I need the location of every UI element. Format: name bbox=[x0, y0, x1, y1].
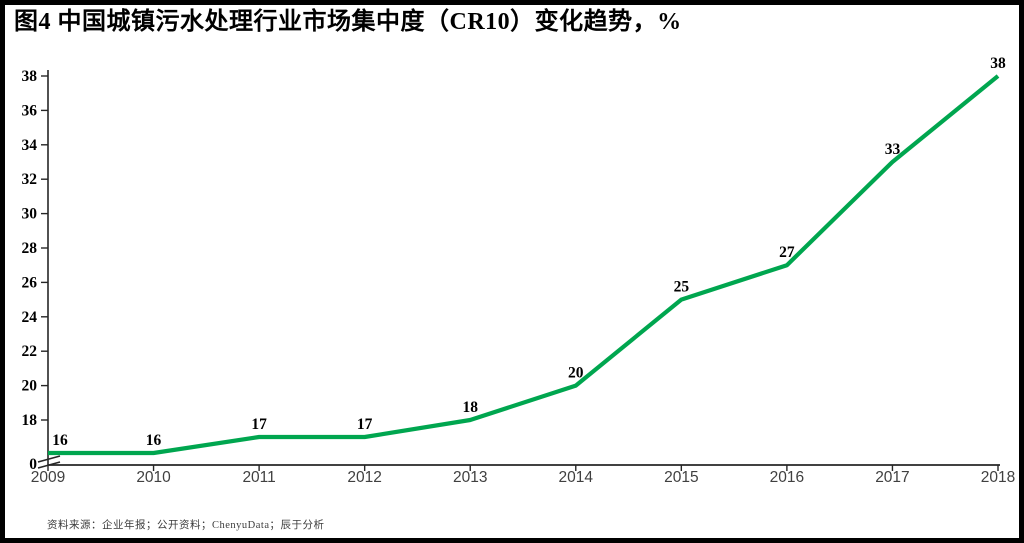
axis-break-slash bbox=[37, 455, 61, 463]
x-tick-label: 2010 bbox=[136, 469, 171, 486]
x-tick-label: 2012 bbox=[347, 469, 381, 486]
x-tick-label: 2013 bbox=[453, 469, 487, 486]
data-point-label: 18 bbox=[462, 399, 478, 416]
data-point-label: 16 bbox=[52, 432, 68, 449]
axis-break-slash bbox=[37, 461, 61, 469]
data-point-label: 33 bbox=[885, 141, 901, 158]
source-note: 资料来源：企业年报；公开资料；ChenyuData；辰于分析 bbox=[47, 520, 325, 531]
y-tick-label: 34 bbox=[22, 137, 38, 154]
data-point-label: 17 bbox=[357, 416, 373, 433]
data-point-label: 27 bbox=[779, 244, 795, 261]
data-point-label: 25 bbox=[674, 279, 690, 296]
data-point-label: 38 bbox=[990, 55, 1006, 72]
y-tick-label: 20 bbox=[22, 378, 38, 395]
y-axis-ticks: 0 18 20 22 24 26 28 30 32 34 36 38 bbox=[22, 68, 48, 473]
y-tick-label: 38 bbox=[22, 68, 38, 85]
y-tick-label: 36 bbox=[22, 102, 38, 119]
y-tick-label: 26 bbox=[22, 274, 38, 291]
x-tick-label: 2009 bbox=[31, 469, 65, 486]
y-tick-label: 18 bbox=[22, 412, 38, 429]
x-tick-label: 2014 bbox=[559, 469, 594, 486]
y-tick-label: 0 bbox=[29, 456, 37, 473]
data-point-label: 20 bbox=[568, 365, 584, 382]
x-tick-label: 2011 bbox=[242, 469, 275, 486]
y-tick-label: 32 bbox=[22, 171, 38, 188]
y-tick-label: 24 bbox=[22, 309, 38, 326]
x-tick-label: 2018 bbox=[981, 469, 1015, 486]
chart-title: 图4 中国城镇污水处理行业市场集中度（CR10）变化趋势，% bbox=[14, 9, 682, 35]
cr10-series-line bbox=[48, 74, 1000, 456]
x-axis-ticks: 2009 2010 2011 2012 2013 2014 2015 2016 2017 2018 bbox=[31, 465, 1015, 486]
y-tick-label: 30 bbox=[22, 206, 38, 223]
y-tick-label: 28 bbox=[22, 240, 38, 257]
data-point-label: 16 bbox=[146, 432, 162, 449]
axes bbox=[47, 70, 1000, 466]
x-tick-label: 2016 bbox=[770, 469, 804, 486]
y-axis-break bbox=[37, 455, 61, 469]
y-tick-label: 22 bbox=[22, 343, 38, 360]
data-point-label: 17 bbox=[251, 416, 267, 433]
x-tick-label: 2015 bbox=[664, 469, 698, 486]
data-labels: 16 16 17 17 18 20 25 27 33 38 bbox=[52, 55, 1006, 449]
x-tick-label: 2017 bbox=[875, 469, 909, 486]
